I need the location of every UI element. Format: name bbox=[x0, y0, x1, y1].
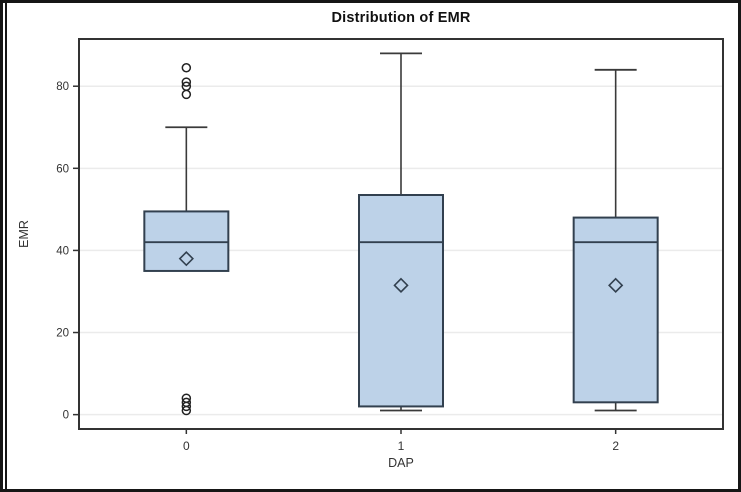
outlier-point bbox=[181, 62, 192, 73]
mean-diamond-icon bbox=[393, 277, 409, 293]
y-tick-label: 40 bbox=[56, 245, 69, 257]
y-tick-label: 80 bbox=[56, 81, 69, 93]
box-rect bbox=[572, 216, 659, 404]
canvas-inner-border bbox=[5, 3, 7, 489]
y-tick-label: 20 bbox=[56, 328, 69, 340]
outlier-point bbox=[181, 89, 192, 100]
box-rect bbox=[143, 210, 230, 272]
x-tick-label: 1 bbox=[398, 439, 405, 453]
outlier-point bbox=[181, 77, 192, 87]
outlier-point bbox=[181, 397, 192, 408]
outlier-point bbox=[181, 393, 192, 403]
y-tick-label: 60 bbox=[56, 163, 69, 175]
x-tick-label: 0 bbox=[183, 439, 190, 453]
outlier-point bbox=[181, 81, 192, 91]
mean-diamond-icon bbox=[608, 277, 624, 293]
x-tick-label: 2 bbox=[612, 439, 619, 453]
box-rect bbox=[358, 194, 444, 408]
plot-area: 0 20 40 60 80 0 1 2 bbox=[56, 38, 724, 453]
mean-diamond-icon bbox=[178, 251, 194, 267]
x-axis-label: DAP bbox=[388, 456, 414, 470]
y-tick-label: 0 bbox=[63, 410, 69, 422]
chart-title: Distribution of EMR bbox=[331, 10, 471, 26]
